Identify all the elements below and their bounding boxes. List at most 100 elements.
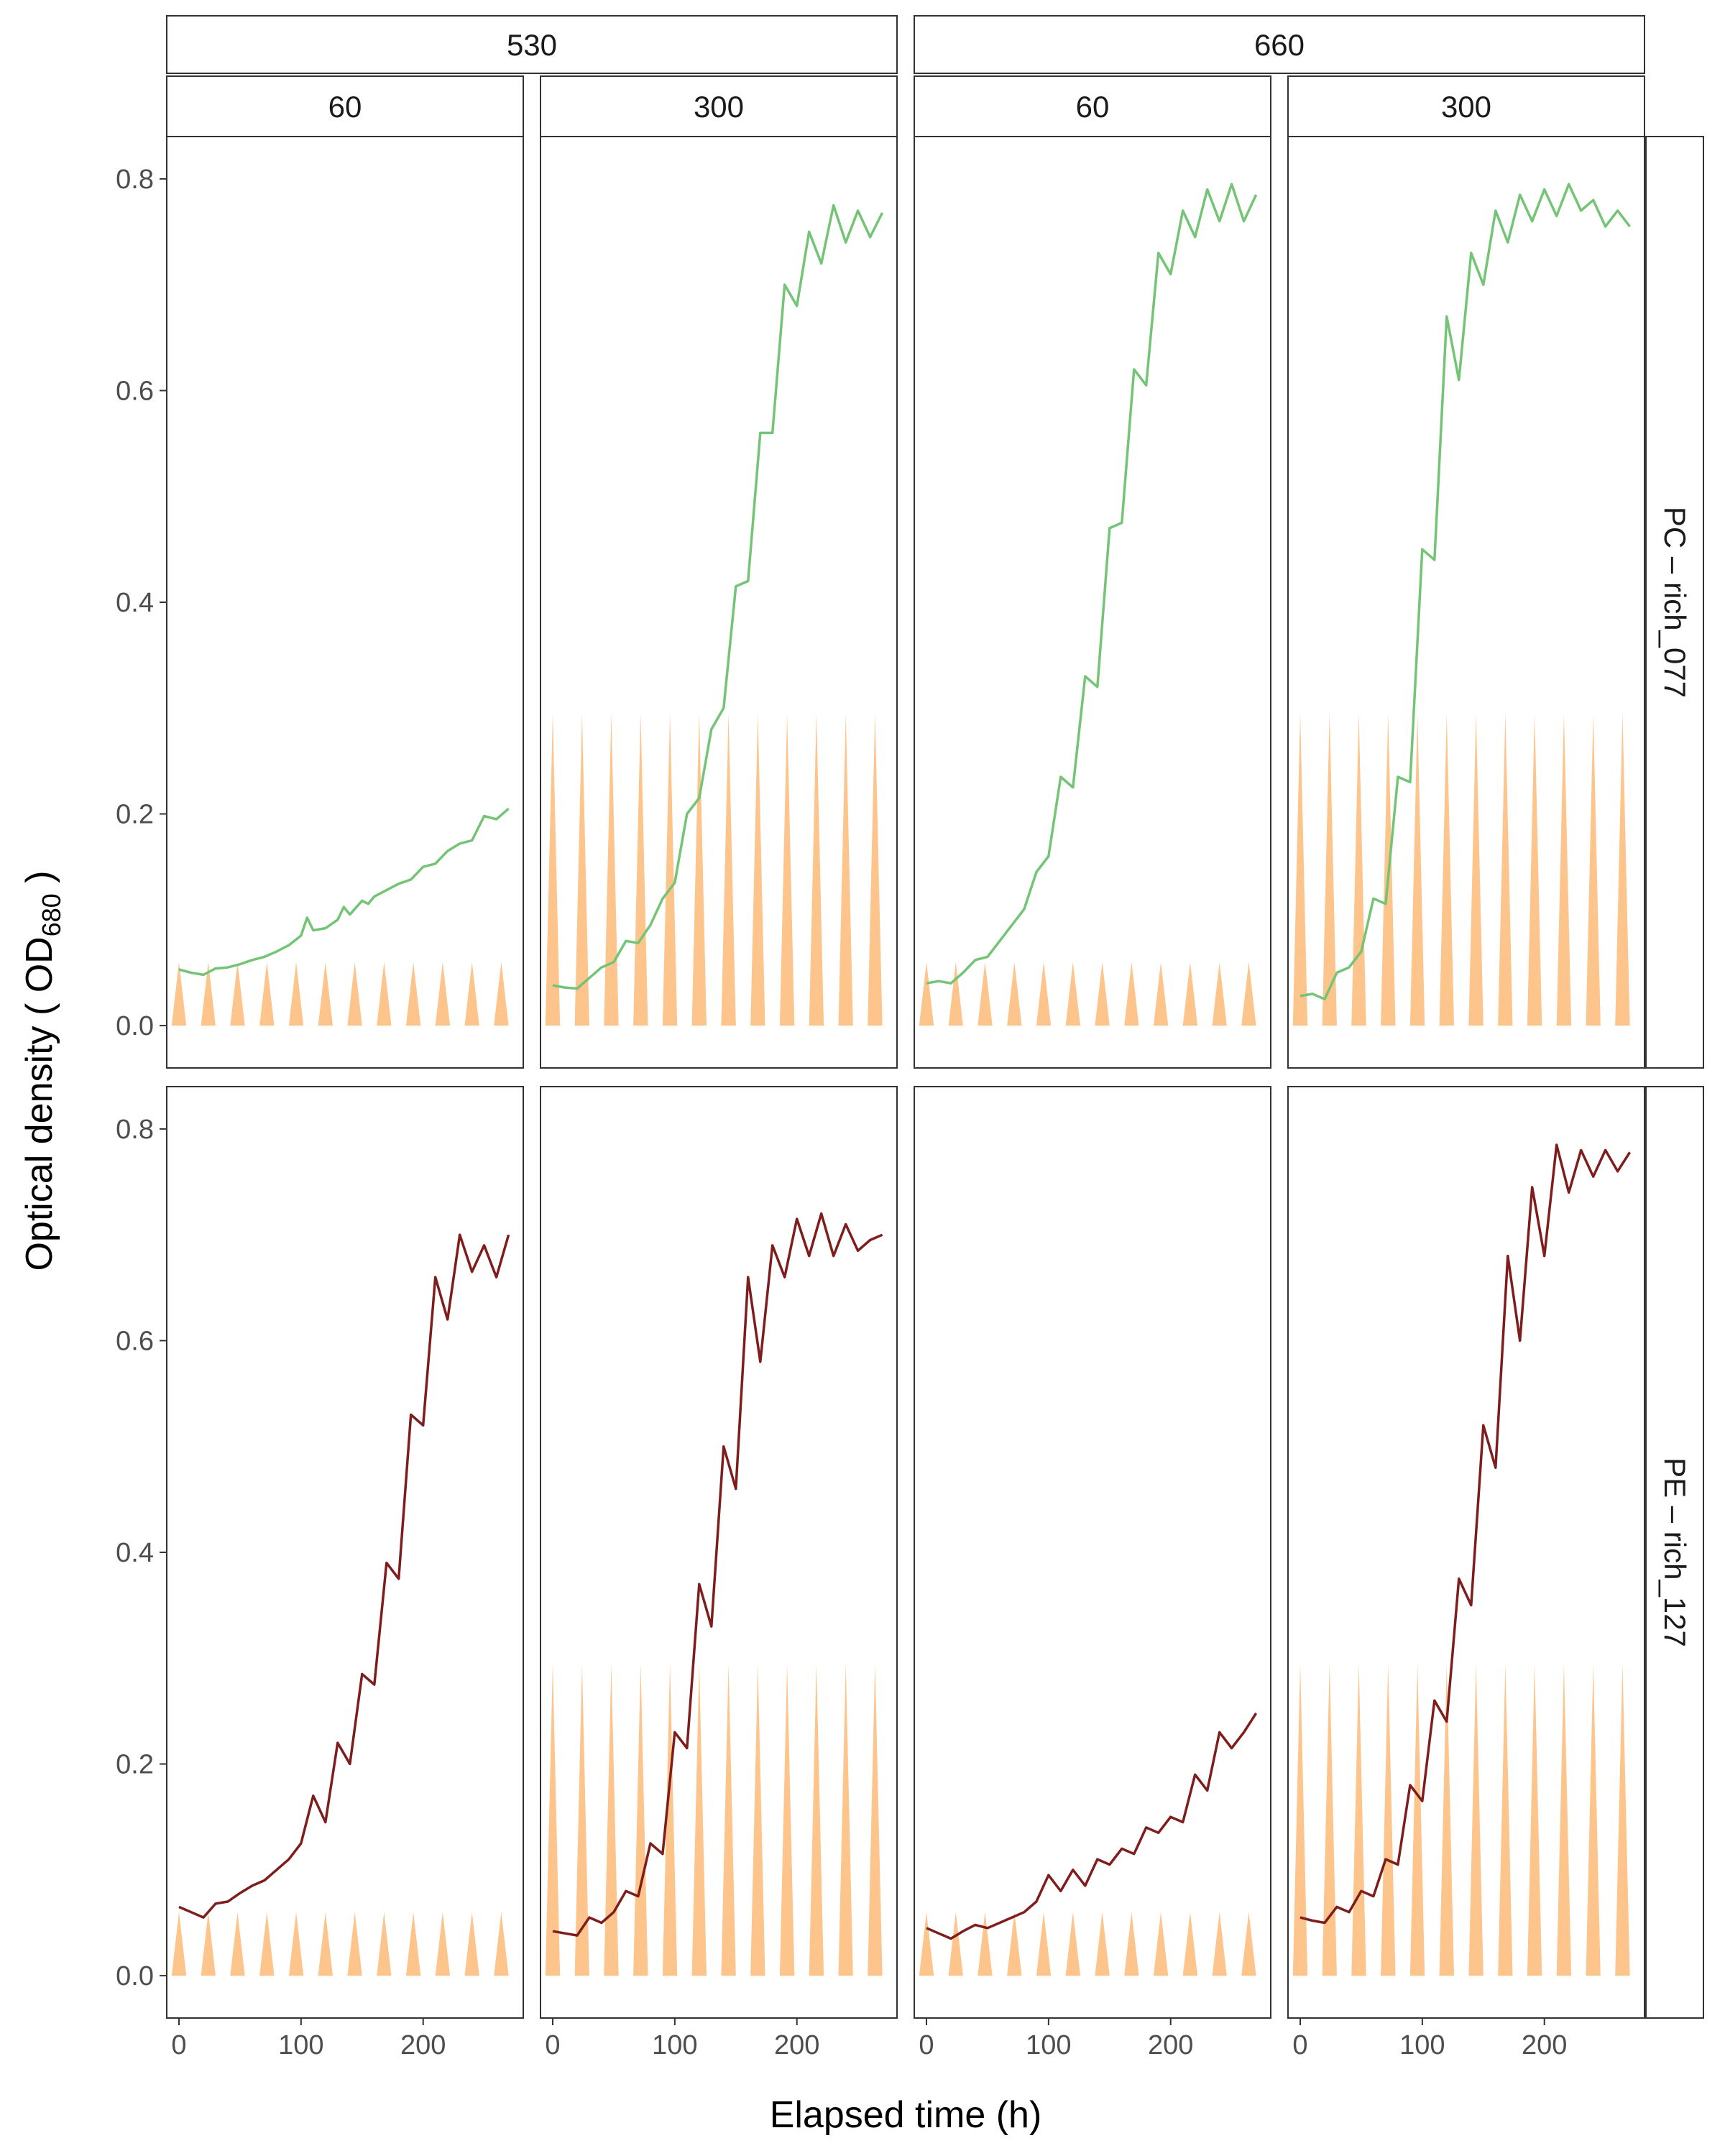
y-tick-label: 0.6	[116, 376, 154, 406]
light-pulse	[1409, 713, 1425, 1026]
light-pulse	[1153, 962, 1169, 1026]
light-pulse	[288, 962, 304, 1026]
light-pulse	[750, 1663, 765, 1976]
od-series-line	[1300, 183, 1631, 1001]
light-pulse	[978, 962, 993, 1026]
light-pulse	[1409, 1663, 1425, 1976]
od-series-line	[552, 1212, 883, 1937]
light-pulse	[347, 1912, 362, 1976]
light-pulse	[259, 1912, 275, 1976]
light-pulse	[1351, 1663, 1366, 1976]
light-pulse	[1153, 1912, 1169, 1976]
panel-background	[540, 1086, 898, 2019]
light-pulse	[435, 1912, 451, 1976]
light-pulse	[1439, 1663, 1454, 1976]
x-tick-label: 0	[171, 2030, 186, 2060]
column-strip-label: 300	[694, 90, 744, 124]
light-pulse	[1241, 1912, 1256, 1976]
y-axis-title: Optical density ( OD680 )	[19, 870, 66, 1271]
light-pulse	[574, 713, 589, 1026]
light-pulse	[1498, 713, 1513, 1026]
light-pulse	[919, 1912, 934, 1976]
x-tick-label: 0	[919, 2030, 934, 2060]
light-pulse	[691, 713, 707, 1026]
light-pulse	[494, 962, 509, 1026]
light-pulse	[545, 713, 561, 1026]
light-pulse	[809, 1663, 824, 1976]
light-pulse	[838, 713, 853, 1026]
od-series-line	[178, 807, 510, 977]
light-pulse	[1007, 962, 1022, 1026]
light-pulse	[318, 1912, 333, 1976]
column-strip	[540, 75, 898, 137]
light-pulse	[721, 713, 736, 1026]
light-pulse	[633, 713, 648, 1026]
y-tick-label: 0.4	[116, 1538, 154, 1568]
light-pulse	[171, 962, 187, 1026]
panel-background	[540, 136, 898, 1069]
y-tick-label: 0.8	[116, 165, 154, 195]
light-pulse	[1036, 962, 1052, 1026]
light-pulse	[662, 1663, 678, 1976]
light-pulse	[809, 713, 824, 1026]
light-pulse	[1292, 713, 1308, 1026]
x-tick-label: 100	[1399, 2030, 1445, 2060]
x-tick-label: 100	[652, 2030, 697, 2060]
light-pulse	[1615, 1663, 1630, 1976]
column-strip-label: 60	[1076, 90, 1110, 124]
row-strip-label: PC – rich_077	[1658, 507, 1692, 698]
light-pulse	[377, 962, 392, 1026]
panel-background	[914, 136, 1271, 1069]
light-pulse	[691, 1663, 707, 1976]
light-pulse	[230, 1912, 245, 1976]
light-pulse	[948, 1912, 963, 1976]
x-tick-label: 100	[1026, 2030, 1071, 2060]
light-pulse	[1065, 1912, 1080, 1976]
light-pulse	[1292, 1663, 1308, 1976]
wavelength-strip-label: 660	[1254, 28, 1305, 62]
light-pulse	[978, 1912, 993, 1976]
light-pulse	[377, 1912, 392, 1976]
y-tick-label: 0.8	[116, 1115, 154, 1145]
light-pulse	[1095, 1912, 1110, 1976]
light-pulse	[201, 962, 216, 1026]
light-pulse	[1007, 1912, 1022, 1976]
light-pulse	[347, 962, 362, 1026]
light-pulse	[1527, 1663, 1542, 1976]
column-strip-label: 300	[1441, 90, 1491, 124]
light-pulse	[1527, 713, 1542, 1026]
x-tick-label: 200	[1148, 2030, 1193, 2060]
light-pulse	[1556, 1663, 1572, 1976]
light-pulse	[494, 1912, 509, 1976]
row-strip	[1645, 136, 1704, 1069]
light-pulse	[405, 1912, 421, 1976]
light-pulse	[1322, 1663, 1337, 1976]
light-pulse	[1498, 1663, 1513, 1976]
light-pulse	[1586, 1663, 1601, 1976]
od-series-line	[178, 1233, 510, 1919]
x-tick-label: 0	[545, 2030, 560, 2060]
light-pulse	[1586, 713, 1601, 1026]
od-series-line	[926, 1712, 1258, 1940]
light-pulse	[318, 962, 333, 1026]
wavelength-strip	[166, 15, 898, 74]
light-pulse	[1468, 1663, 1484, 1976]
light-pulse	[1615, 713, 1630, 1026]
light-pulse	[633, 1663, 648, 1976]
light-pulse	[1468, 713, 1484, 1026]
light-pulse	[868, 1663, 883, 1976]
light-pulse	[1182, 962, 1198, 1026]
light-pulse	[1212, 962, 1227, 1026]
light-pulse	[1381, 1663, 1396, 1976]
light-pulse	[604, 713, 619, 1026]
light-pulse	[1212, 1912, 1227, 1976]
light-pulse	[779, 713, 795, 1026]
light-pulse	[919, 962, 934, 1026]
row-strip	[1645, 1086, 1704, 2019]
light-pulse	[662, 713, 678, 1026]
light-pulse	[201, 1912, 216, 1976]
light-pulse	[259, 962, 275, 1026]
x-axis-title: Elapsed time (h)	[770, 2094, 1042, 2136]
panel-background	[1287, 1086, 1645, 2019]
